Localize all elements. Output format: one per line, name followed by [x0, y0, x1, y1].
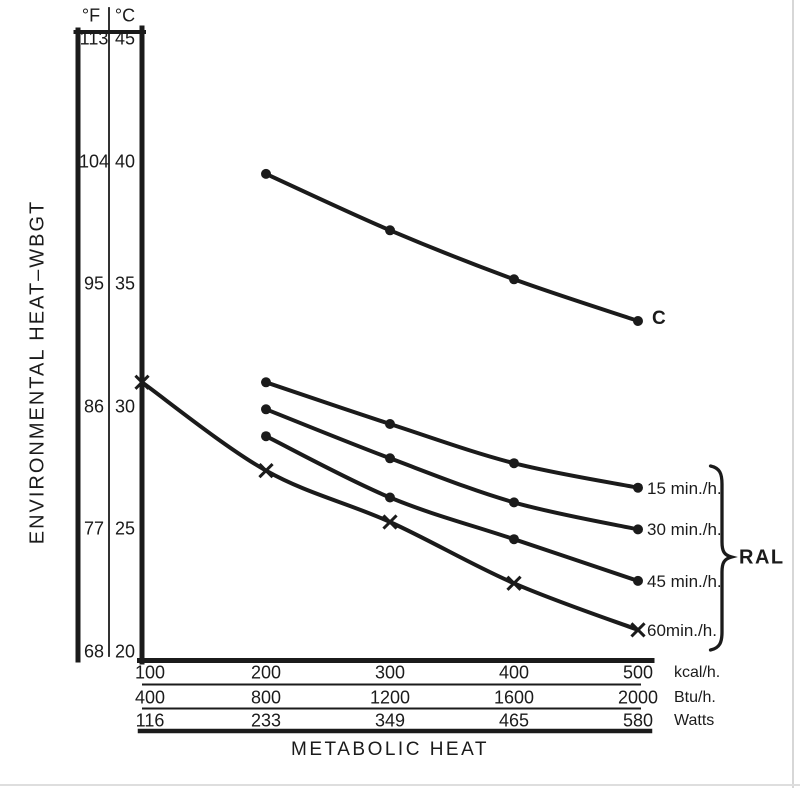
- marker-dot-RAL-45: [261, 431, 271, 442]
- y-axis-title: ENVIRONMENTAL HEAT–WBGT: [26, 199, 49, 545]
- curve-C: [264, 171, 640, 323]
- series-label-C: C: [652, 308, 666, 329]
- marker-dot-RAL-30: [633, 524, 643, 535]
- curve-RAL-30: [264, 407, 640, 532]
- xtick-kcalh-400: 400: [498, 662, 530, 682]
- curve-RAL-45: [264, 434, 640, 583]
- xtick-Btuh-800: 800: [250, 687, 282, 707]
- ral-group-label: RAL: [739, 546, 785, 569]
- ytick-celsius-25: 25: [114, 518, 136, 539]
- x-axis-title: METABOLIC HEAT: [291, 739, 489, 760]
- series-label-RAL-30: 30 min./h.: [647, 520, 722, 540]
- ytick-fahrenheit-95: 95: [83, 273, 105, 294]
- ytick-celsius-45: 45: [114, 28, 136, 49]
- ytick-fahrenheit-86: 86: [83, 396, 105, 417]
- celsius-column-header: °C: [114, 5, 136, 26]
- fahrenheit-column-header: °F: [81, 5, 101, 26]
- xtick-Btuh-1600: 1600: [493, 687, 535, 707]
- series-label-RAL-60: 60min./h.: [647, 620, 717, 640]
- xtick-Watts-349: 349: [374, 710, 406, 730]
- ytick-celsius-40: 40: [114, 151, 136, 172]
- marker-x-RAL-60: [506, 575, 522, 591]
- xtick-kcalh-500: 500: [622, 662, 654, 682]
- ral-brace: [708, 464, 738, 652]
- series-label-RAL-15: 15 min./h.: [647, 478, 722, 498]
- ytick-celsius-20: 20: [114, 641, 136, 662]
- xtick-Btuh-2000: 2000: [617, 687, 659, 707]
- marker-dot-RAL-30: [385, 453, 395, 464]
- ytick-fahrenheit-113: 113: [79, 28, 109, 49]
- marker-x-RAL-60: [258, 462, 274, 479]
- x-axis-unit-kcalh: kcal/h.: [674, 663, 721, 681]
- marker-dot-C: [385, 225, 395, 236]
- xtick-kcalh-300: 300: [374, 662, 406, 682]
- marker-dot-C: [509, 274, 519, 285]
- x-axis-unit-Btuh: Btu/h.: [674, 688, 716, 706]
- xtick-Btuh-1200: 1200: [369, 687, 411, 707]
- xtick-Watts-116: 116: [135, 710, 165, 730]
- ytick-celsius-35: 35: [114, 273, 136, 294]
- marker-dot-RAL-30: [261, 404, 271, 415]
- marker-dot-C: [261, 168, 271, 179]
- marker-x-RAL-60: [134, 374, 150, 390]
- ytick-fahrenheit-77: 77: [83, 518, 105, 539]
- marker-dot-RAL-15: [509, 458, 519, 469]
- xtick-Btuh-400: 400: [134, 687, 166, 707]
- xtick-kcalh-200: 200: [250, 662, 282, 682]
- scan-edge-right: [792, 0, 794, 788]
- marker-dot-RAL-15: [633, 482, 643, 493]
- ytick-fahrenheit-68: 68: [83, 641, 105, 662]
- curve-RAL-15: [264, 380, 640, 490]
- marker-x-RAL-60: [382, 514, 398, 530]
- marker-dot-RAL-30: [509, 497, 519, 508]
- marker-dot-RAL-45: [633, 575, 643, 586]
- marker-x-RAL-60: [630, 622, 646, 638]
- ytick-fahrenheit-104: 104: [78, 151, 110, 172]
- xtick-Watts-465: 465: [498, 710, 530, 730]
- xtick-kcalh-100: 100: [134, 662, 166, 682]
- marker-dot-C: [633, 316, 643, 326]
- marker-dot-RAL-15: [385, 419, 395, 429]
- xtick-Watts-580: 580: [622, 710, 654, 730]
- ytick-celsius-30: 30: [114, 396, 136, 417]
- xtick-Watts-233: 233: [250, 710, 282, 730]
- marker-dot-RAL-45: [509, 534, 519, 545]
- x-axis-unit-Watts: Watts: [674, 711, 715, 729]
- marker-dot-RAL-45: [385, 492, 395, 503]
- series-label-RAL-45: 45 min./h.: [647, 571, 722, 591]
- marker-dot-RAL-15: [261, 377, 271, 388]
- scan-edge-bottom: [0, 784, 800, 786]
